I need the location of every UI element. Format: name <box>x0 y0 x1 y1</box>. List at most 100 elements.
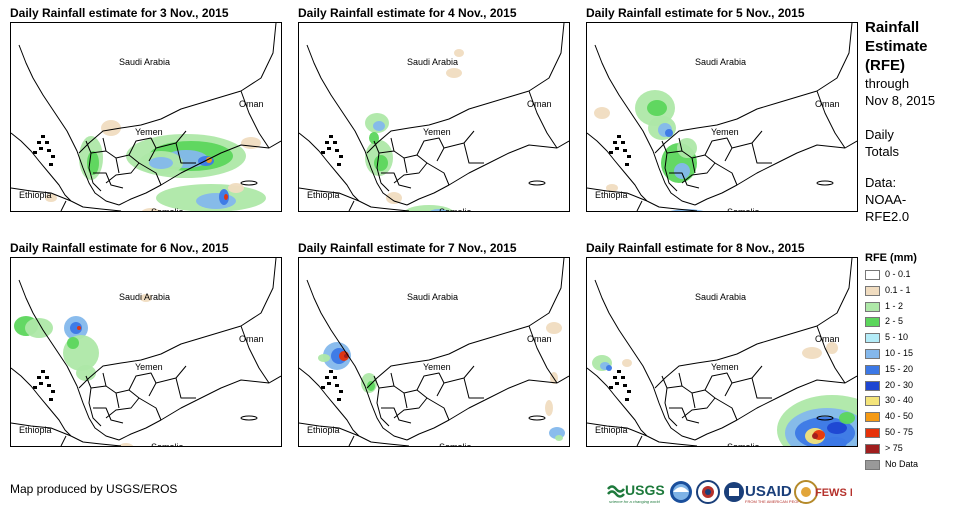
country-label-oman: Oman <box>815 99 840 109</box>
legend-swatch <box>865 349 880 359</box>
islands <box>609 135 834 186</box>
legend-swatch <box>865 285 880 296</box>
panel-title: Daily Rainfall estimate for 3 Nov., 2015 <box>10 6 229 20</box>
rainfall-area <box>545 400 553 416</box>
legend-swatch <box>865 380 880 391</box>
legend-swatch <box>865 459 880 470</box>
rainfall-area <box>546 322 562 334</box>
islands <box>321 135 546 186</box>
rainfall-area <box>67 337 79 349</box>
legend-label: 1 - 2 <box>885 300 904 311</box>
map-frame: Saudi Arabia Oman Yemen Ethiopia Somalia <box>586 22 858 212</box>
rainfall-area <box>823 437 847 446</box>
rainfall-map <box>587 23 857 211</box>
country-label-ethiopia: Ethiopia <box>595 190 628 200</box>
boundary-lines <box>11 258 281 446</box>
rainfall-map <box>11 258 281 446</box>
rainfall-shading <box>14 294 152 446</box>
rainfall-area <box>555 435 563 441</box>
legend-label: 0 - 0.1 <box>885 269 911 279</box>
rainfall-area <box>318 354 330 362</box>
country-label-yemen: Yemen <box>423 362 451 372</box>
map-frame: Saudi Arabia Oman Yemen Ethiopia Somalia <box>10 257 282 447</box>
islands <box>321 370 546 421</box>
rainfall-area <box>594 107 610 119</box>
logo-strip: USGS science for a changing world USAID … <box>607 480 872 504</box>
sidebar-date: Nov 8, 2015 <box>865 93 936 108</box>
country-label-yemen: Yemen <box>711 362 739 372</box>
rainfall-area <box>677 138 697 158</box>
legend-swatch <box>865 317 880 328</box>
country-label-yemen: Yemen <box>135 362 163 372</box>
country-label-yemen: Yemen <box>423 127 451 137</box>
country-label-oman: Oman <box>239 334 264 344</box>
legend: RFE (mm) 0 - 0.1 0.1 - 1 1 - 2 2 - 5 5 - 10 1… <box>865 252 965 472</box>
country-label-saudi-arabia: Saudi Arabia <box>119 57 171 67</box>
legend-label: No Data <box>885 458 919 469</box>
boundary-lines <box>299 258 569 446</box>
panel-title: Daily Rainfall estimate for 8 Nov., 2015 <box>586 241 805 255</box>
rainfall-area <box>827 422 847 434</box>
panel-title: Daily Rainfall estimate for 4 Nov., 2015 <box>298 6 517 20</box>
rainfall-area <box>101 120 121 136</box>
country-label-somalia: Somalia <box>727 207 760 212</box>
legend-title: RFE (mm) <box>865 252 917 264</box>
boundary-lines <box>587 258 857 446</box>
rainfall-area <box>369 132 379 144</box>
rainfall-area <box>386 192 402 204</box>
rainfall-area <box>367 381 375 391</box>
country-label-saudi-arabia: Saudi Arabia <box>407 57 459 67</box>
sidebar-data-source: NOAA- <box>865 192 907 207</box>
usgs-logo-tagline: science for a changing world <box>609 499 660 504</box>
legend-label: 20 - 30 <box>885 379 914 390</box>
sidebar-title-line3: (RFE) <box>865 57 905 74</box>
rainfall-area <box>606 365 612 371</box>
rainfall-area <box>374 155 388 171</box>
panel-title: Daily Rainfall estimate for 6 Nov., 2015 <box>10 241 229 255</box>
country-label-oman: Oman <box>527 99 552 109</box>
rainfall-area <box>196 193 236 209</box>
country-label-ethiopia: Ethiopia <box>19 190 52 200</box>
country-label-ethiopia: Ethiopia <box>19 425 52 435</box>
country-label-somalia: Somalia <box>151 207 184 212</box>
rainfall-area <box>647 100 667 116</box>
rainfall-shading <box>592 342 857 446</box>
rainfall-map <box>299 258 569 446</box>
rainfall-area <box>45 194 57 202</box>
rainfall-area <box>812 433 818 439</box>
rainfall-area <box>140 294 152 302</box>
rainfall-area <box>344 354 348 358</box>
panel-title: Daily Rainfall estimate for 5 Nov., 2015 <box>586 6 805 20</box>
islands <box>609 370 834 421</box>
rainfall-area <box>228 183 244 193</box>
boundary-lines <box>299 23 569 211</box>
legend-label: 40 - 50 <box>885 411 914 422</box>
fewsnet-logo-text: FEWS NET <box>815 487 852 499</box>
legend-label: 50 - 75 <box>885 427 914 437</box>
rainfall-area <box>77 326 81 330</box>
legend-swatch <box>865 443 880 454</box>
legend-swatch <box>865 270 880 280</box>
legend-label: 0.1 - 1 <box>885 284 911 295</box>
legend-label: 30 - 40 <box>885 395 914 406</box>
legend-swatch <box>865 412 880 423</box>
rainfall-area <box>373 121 385 131</box>
fewsnet-logo: FEWS NET <box>794 480 872 504</box>
panel-title: Daily Rainfall estimate for 7 Nov., 2015 <box>298 241 517 255</box>
rainfall-area <box>802 347 822 359</box>
legend-label: > 75 <box>885 442 903 453</box>
country-label-saudi-arabia: Saudi Arabia <box>407 292 459 302</box>
map-frame: Saudi Arabia Oman Yemen Ethiopia Somalia <box>298 22 570 212</box>
noaa-logo <box>670 481 692 503</box>
rainfall-area <box>25 318 53 338</box>
usaid-logo-tagline: FROM THE AMERICAN PEOPLE <box>745 499 805 504</box>
boundary-lines <box>11 23 281 211</box>
map-frame: Saudi Arabia Oman Yemen Ethiopia Somalia <box>298 257 570 447</box>
rainfall-area <box>454 49 464 57</box>
rainfall-area <box>674 163 690 179</box>
country-label-somalia: Somalia <box>439 207 472 212</box>
country-label-somalia: Somalia <box>151 442 184 447</box>
legend-label: 15 - 20 <box>885 363 914 374</box>
sidebar-totals: Totals <box>865 144 899 159</box>
country-label-yemen: Yemen <box>711 127 739 137</box>
